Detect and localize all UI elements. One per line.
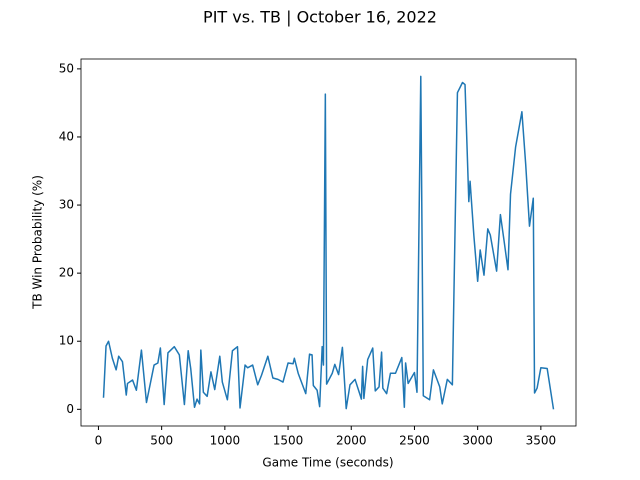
x-tick-label: 3000 [462,434,493,448]
y-tick-label: 50 [59,61,74,75]
y-tick-label: 40 [59,129,74,143]
data-line [102,75,555,410]
x-tick-label: 0 [95,434,103,448]
y-tick-label: 0 [66,402,74,416]
x-tick-label: 1000 [210,434,241,448]
y-axis-label: TB Win Probability (%) [31,175,45,310]
y-tick-label: 30 [59,198,74,212]
y-tick-label: 10 [59,334,74,348]
x-tick-label: 1500 [273,434,304,448]
plot-frame [80,58,577,427]
x-tick-label: 2000 [336,434,367,448]
x-axis-label: Game Time (seconds) [262,456,393,470]
chart-title: PIT vs. TB | October 16, 2022 [203,8,437,27]
x-tick-label: 3500 [526,434,557,448]
x-tick-label: 500 [150,434,173,448]
x-tick-label: 2500 [399,434,430,448]
y-tick-label: 20 [59,266,74,280]
